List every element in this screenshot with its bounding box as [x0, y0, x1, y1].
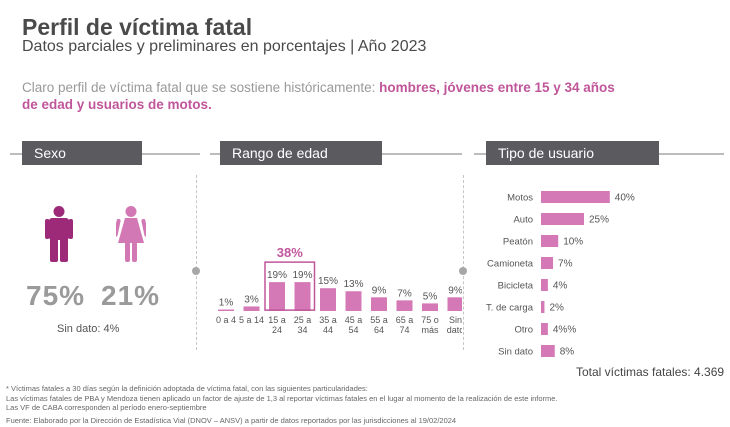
user-bar-0	[541, 191, 610, 203]
footnote-1: * Víctimas fatales a 30 días según la de…	[6, 384, 368, 393]
age-bar-7	[396, 300, 413, 311]
age-value-label-6: 9%	[372, 285, 387, 296]
tipo-header: Tipo de usuario	[486, 141, 659, 165]
user-value-label-0: 40%	[615, 193, 635, 204]
total-victims: Total víctimas fatales: 4.369	[576, 365, 725, 379]
age-bar-4	[320, 288, 336, 311]
age-category-label-8: 75 o más	[421, 315, 439, 335]
user-value-label-5: 2%	[549, 303, 564, 314]
user-bar-1	[541, 213, 584, 225]
age-value-label-4: 15%	[318, 276, 338, 287]
age-category-label-6: 55 a 64	[370, 315, 388, 335]
age-value-label-9: 9%	[448, 285, 462, 296]
age-value-label-1: 3%	[244, 294, 259, 305]
age-bar-1	[243, 306, 260, 311]
intro-highlight: hombres, jóvenes entre 15 y 34 años de e…	[22, 80, 615, 112]
user-bar-6	[541, 323, 548, 335]
age-value-label-3: 19%	[292, 270, 312, 281]
age-bar-8	[422, 303, 438, 311]
age-highlight-label: 38%	[277, 245, 303, 260]
rango-header: Rango de edad	[220, 141, 382, 165]
user-bar-2	[541, 235, 559, 247]
page-subtitle: Datos parciales y preliminares en porcen…	[22, 38, 427, 55]
user-bar-7	[541, 345, 555, 357]
footnote-3: Las VF de CABA corresponden al período e…	[6, 403, 207, 412]
user-category-label-7: Sin dato	[498, 347, 533, 358]
age-category-label-3: 25 a 34	[294, 315, 312, 335]
age-category-label-0: 0 a 4	[216, 315, 236, 325]
user-bar-5	[541, 301, 545, 313]
sexo-header: Sexo	[22, 141, 142, 165]
user-type-bar-chart: Motos 40% Auto 25% Peatón 10% Camioneta 7% Bicic…	[486, 191, 635, 358]
divider-dot-left	[192, 267, 200, 275]
male-person-icon	[45, 206, 73, 262]
source-note: Fuente: Elaborado por la Dirección de Es…	[6, 416, 457, 425]
sexo-sin-dato: Sin dato: 4%	[57, 323, 120, 335]
age-category-label-1: 5 a 14	[239, 315, 264, 325]
male-percentage: 75%	[26, 280, 86, 311]
user-category-label-6: Otro	[515, 325, 533, 336]
user-category-label-2: Peatón	[503, 237, 533, 248]
age-bar-0	[218, 309, 234, 311]
age-value-label-8: 5%	[423, 291, 438, 302]
age-category-label-7: 65 a 74	[396, 315, 414, 335]
age-value-label-2: 19%	[267, 270, 287, 281]
age-bar-chart: 1% 0 a 4 3% 5 a 14 19% 15 a 24 19% 25 a 34 15% 35 a…	[216, 245, 462, 335]
age-bar-9	[447, 297, 462, 311]
age-bar-3	[294, 282, 311, 311]
user-category-label-3: Camioneta	[487, 259, 534, 270]
footnotes: * Víctimas fatales a 30 días según la de…	[6, 384, 558, 413]
age-bar-6	[371, 297, 387, 311]
age-value-label-7: 7%	[397, 288, 412, 299]
female-person-icon	[116, 206, 146, 262]
age-bar-2	[269, 282, 285, 311]
user-bar-3	[541, 257, 554, 269]
female-percentage: 21%	[101, 280, 161, 311]
divider-dot-right	[459, 267, 467, 275]
user-value-label-2: 10%	[563, 237, 583, 248]
user-category-label-1: Auto	[513, 215, 533, 226]
user-value-label-7: 8%	[560, 347, 575, 358]
user-category-label-0: Motos	[507, 193, 533, 204]
user-category-label-4: Bicicleta	[498, 281, 534, 292]
age-category-label-5: 45 a 54	[345, 315, 363, 335]
age-highlight-box	[264, 261, 316, 311]
age-category-label-4: 35 a 44	[319, 315, 337, 335]
age-value-label-5: 13%	[343, 279, 363, 290]
age-bar-5	[345, 291, 362, 311]
user-category-label-5: T. de carga	[486, 303, 534, 314]
intro-text: Claro perfil de víctima fatal que se sos…	[22, 79, 622, 113]
intro-normal: Claro perfil de víctima fatal que se sos…	[22, 80, 380, 95]
divider-left	[196, 175, 197, 350]
user-bar-4	[541, 279, 548, 291]
user-value-label-1: 25%	[589, 215, 609, 226]
age-category-label-2: 15 a 24	[268, 315, 286, 335]
user-value-label-3: 7%	[558, 259, 573, 270]
user-value-label-6: 4%%	[553, 325, 576, 336]
age-category-label-9: Sin dato	[447, 315, 462, 335]
footnote-2: Las víctimas fatales de PBA y Mendoza ti…	[6, 393, 558, 403]
page-title: Perfil de víctima fatal	[22, 14, 253, 40]
divider-right	[463, 175, 464, 350]
age-value-label-0: 1%	[219, 297, 234, 308]
user-value-label-4: 4%	[553, 281, 568, 292]
